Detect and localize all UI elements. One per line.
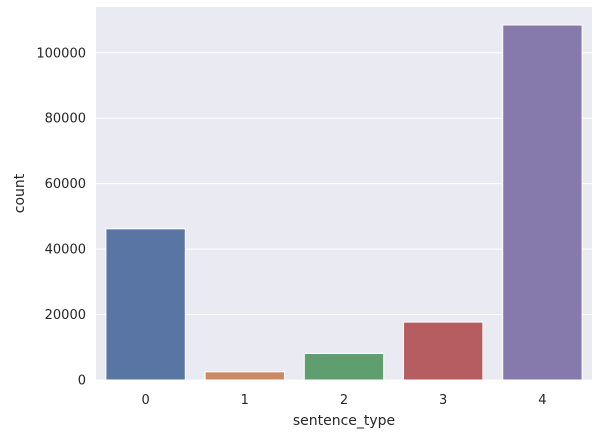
y-tick-label: 80000 bbox=[45, 112, 86, 127]
bar-3 bbox=[403, 321, 484, 381]
x-tick-label: 2 bbox=[340, 393, 348, 408]
bar-2 bbox=[303, 352, 385, 381]
y-axis-label: count bbox=[12, 173, 28, 213]
y-tick-label: 20000 bbox=[45, 308, 86, 323]
y-tick-label: 60000 bbox=[45, 177, 86, 192]
x-axis-ticks: 0 1 2 3 4 bbox=[141, 393, 546, 408]
y-axis-ticks: 0 20000 40000 60000 80000 100000 bbox=[36, 46, 86, 388]
x-tick-label: 0 bbox=[141, 393, 149, 408]
bar-1 bbox=[204, 371, 285, 381]
y-tick-label: 40000 bbox=[45, 243, 86, 258]
y-tick-label: 0 bbox=[78, 374, 86, 389]
bar-0 bbox=[105, 228, 186, 381]
x-tick-label: 3 bbox=[439, 393, 447, 408]
x-axis-label: sentence_type bbox=[293, 413, 395, 429]
x-tick-label: 1 bbox=[241, 393, 249, 408]
bar-4 bbox=[502, 24, 583, 381]
x-tick-label: 4 bbox=[538, 393, 546, 408]
bars bbox=[105, 24, 583, 381]
y-tick-label: 100000 bbox=[36, 46, 86, 61]
